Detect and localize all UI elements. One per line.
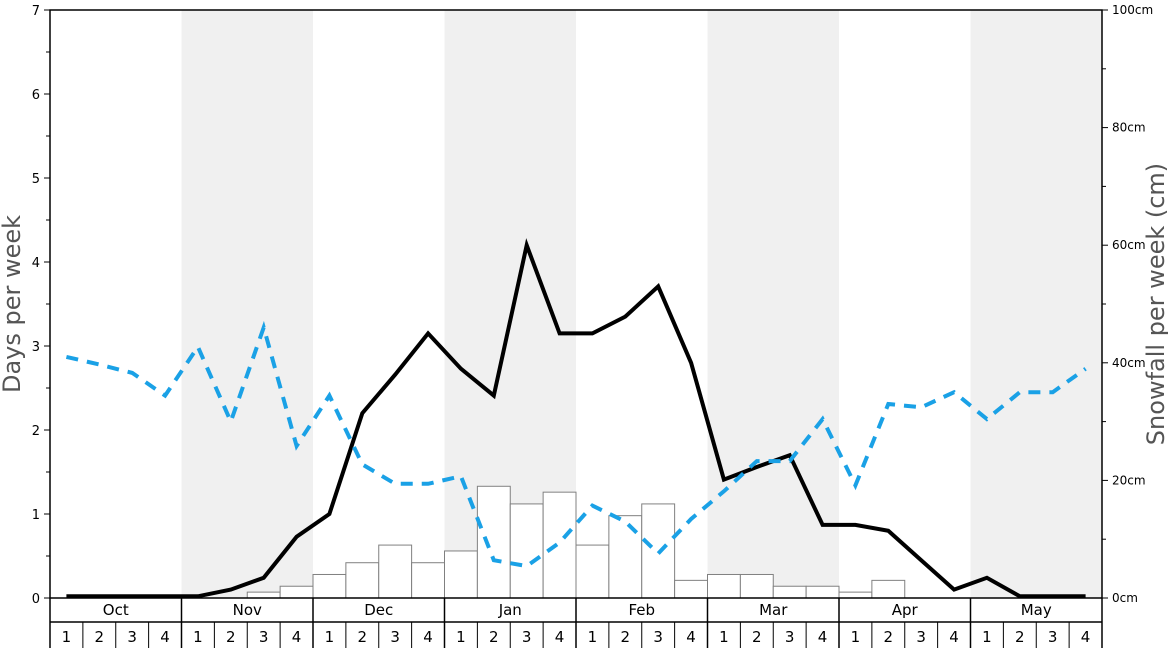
week-label: 3 (127, 628, 137, 646)
snowfall-bar (246, 591, 281, 599)
left-tick-label: 3 (32, 340, 40, 355)
snowfall-bar (608, 515, 643, 599)
week-label: 4 (292, 628, 302, 646)
week-label: 4 (949, 628, 959, 646)
month-label: May (1021, 601, 1052, 619)
week-label: 2 (226, 628, 236, 646)
snowfall-bar (575, 544, 610, 599)
snowfall-bar (378, 544, 413, 599)
x-axis-table: Oct 1 2 3 4 Nov 1 2 3 4 Dec 1 2 3 4 Jan 1 2 3 4 Feb 1 2 3 4 Mar 1 2… (49, 598, 1103, 648)
dashed-line-series (65, 320, 1087, 569)
line-series (65, 238, 1087, 599)
left-tick-label: 4 (32, 256, 40, 271)
month-shading (181, 10, 1102, 598)
week-label: 2 (358, 628, 368, 646)
left-tick-label: 6 (32, 88, 40, 103)
shade-may (970, 10, 1102, 598)
snowfall-bar (805, 585, 840, 599)
week-label: 1 (456, 628, 466, 646)
left-tick-label: 5 (32, 172, 40, 187)
week-label: 3 (1048, 628, 1058, 646)
solid-line-series (66, 238, 1086, 599)
right-tick-label: 100cm (1112, 3, 1153, 17)
week-label: 2 (884, 628, 894, 646)
snowfall-bar (411, 562, 445, 599)
left-tick-label: 2 (32, 424, 40, 439)
left-axis: 0 1 2 3 4 5 6 7 (32, 4, 50, 607)
week-label: 3 (785, 628, 795, 646)
month-label: Jan (498, 601, 522, 619)
snowfall-bar (772, 585, 807, 599)
week-label: 2 (489, 628, 499, 646)
snowfall-bar (509, 503, 544, 599)
left-tick-label: 7 (32, 4, 40, 19)
week-label: 2 (1015, 628, 1025, 646)
week-label: 1 (588, 628, 598, 646)
week-label: 3 (390, 628, 400, 646)
month-label: Mar (759, 601, 788, 619)
week-label: 4 (1081, 628, 1091, 646)
snowfall-bar (707, 573, 741, 599)
right-tick-label: 80cm (1112, 121, 1146, 135)
snowfall-bars (246, 485, 906, 599)
snowfall-bar (674, 579, 708, 599)
snowfall-bar (444, 550, 478, 599)
week-label: 1 (62, 628, 72, 646)
week-label: 1 (982, 628, 992, 646)
left-axis-title: Days per week (0, 215, 26, 393)
week-label: 1 (719, 628, 729, 646)
snowfall-bar (476, 485, 511, 599)
left-tick-label: 0 (32, 592, 40, 607)
snowfall-bar (838, 591, 873, 599)
week-label: 2 (95, 628, 105, 646)
right-tick-label: 0cm (1112, 591, 1138, 605)
week-label: 1 (193, 628, 203, 646)
shade-nov (181, 10, 313, 598)
right-tick-label: 40cm (1112, 356, 1146, 370)
week-label: 2 (621, 628, 631, 646)
week-label: 4 (686, 628, 696, 646)
right-tick-label: 60cm (1112, 238, 1146, 252)
snowfall-bar (871, 579, 906, 599)
left-tick-label: 1 (32, 508, 40, 523)
week-label: 3 (259, 628, 269, 646)
right-axis-title: Snowfall per week (cm) (1142, 163, 1168, 445)
month-label: Nov (233, 601, 262, 619)
right-tick-label: 20cm (1112, 473, 1146, 487)
snowfall-bar (739, 573, 774, 599)
week-label: 4 (555, 628, 565, 646)
week-label: 1 (851, 628, 861, 646)
snowfall-bar (312, 573, 347, 599)
month-label: Oct (103, 601, 129, 619)
week-label: 4 (423, 628, 433, 646)
snowfall-bar (345, 562, 380, 599)
week-label: 3 (916, 628, 926, 646)
right-axis: 0cm 20cm 40cm 60cm 80cm 100cm (1102, 3, 1153, 605)
month-label: Dec (364, 601, 393, 619)
week-label: 4 (160, 628, 170, 646)
snowfall-bar (279, 585, 314, 599)
week-label: 2 (752, 628, 762, 646)
week-label: 3 (653, 628, 663, 646)
week-label: 3 (522, 628, 532, 646)
week-label: 1 (325, 628, 335, 646)
month-label: Apr (892, 601, 919, 619)
month-label: Feb (628, 601, 655, 619)
snowfall-bar (542, 491, 577, 599)
week-label: 4 (818, 628, 828, 646)
shade-mar (707, 10, 839, 598)
